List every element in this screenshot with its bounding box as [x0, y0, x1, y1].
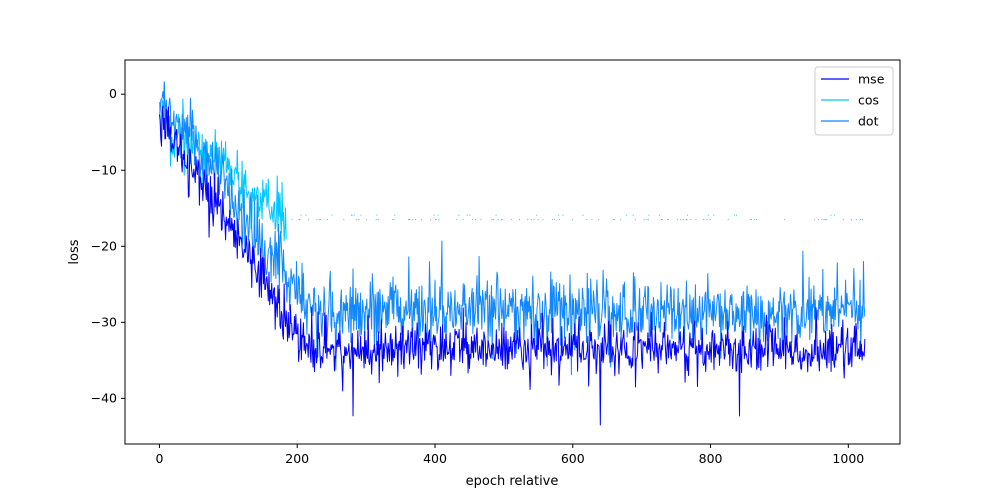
legend: mse cos dot [814, 66, 894, 136]
x-tick-label: 200 [285, 451, 309, 466]
x-tick-label: 1000 [832, 451, 864, 466]
x-tick-label: 0 [155, 451, 163, 466]
y-tick-label: 0 [109, 86, 117, 101]
x-tick-label: 400 [423, 451, 447, 466]
y-tick-label: −40 [91, 390, 117, 405]
series-line-dot [159, 81, 866, 376]
y-tick-label: −30 [91, 314, 117, 329]
legend-label-dot: dot [858, 114, 879, 129]
axes-frame [124, 59, 901, 445]
y-axis-label: loss [67, 239, 82, 264]
x-tick-label: 600 [561, 451, 585, 466]
legend-label-mse: mse [858, 72, 885, 87]
legend-box [814, 66, 894, 136]
legend-label-cos: cos [858, 93, 879, 108]
x-axis-label: epoch relative [466, 474, 559, 489]
series-line-mse [158, 105, 866, 426]
x-tick-label: 800 [699, 451, 723, 466]
x-axis: 0 200 400 600 800 1000 [155, 444, 864, 466]
y-tick-label: −20 [91, 238, 117, 253]
y-axis: 0 −10 −20 −30 −40 [91, 86, 125, 405]
plot-series-layer [158, 81, 866, 426]
y-tick-label: −10 [91, 162, 117, 177]
series-line-cos [158, 82, 864, 242]
